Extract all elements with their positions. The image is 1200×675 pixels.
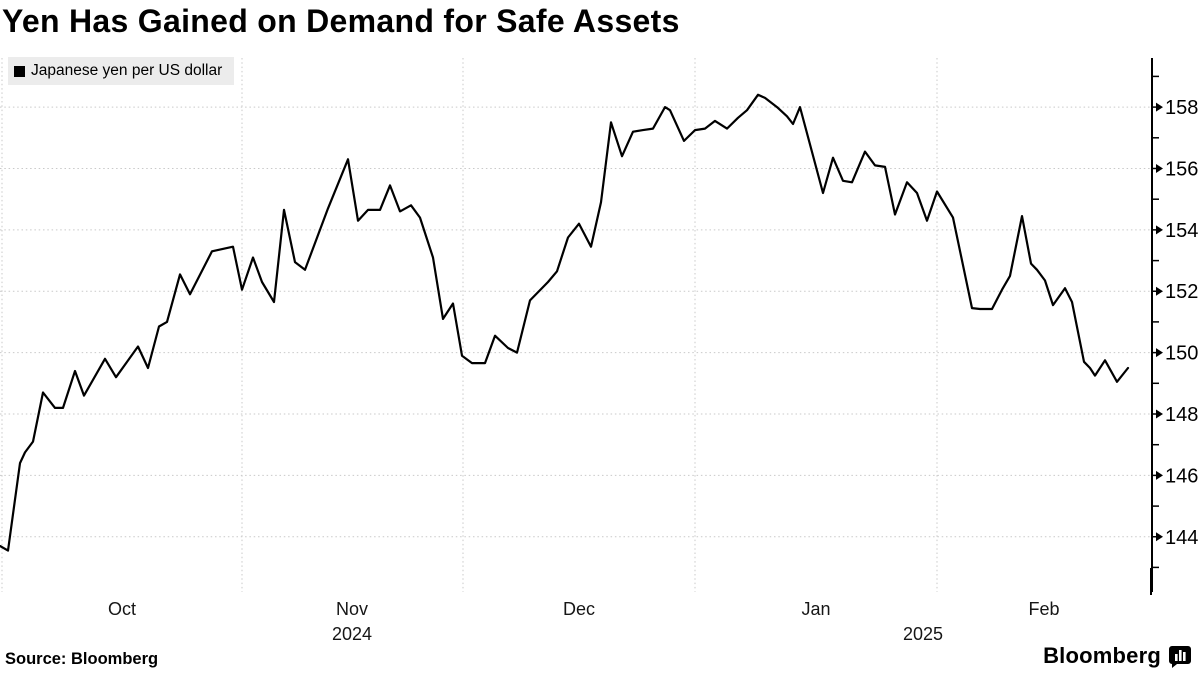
y-tick-label: 154 <box>1165 220 1198 242</box>
tick-arrow-icon <box>1156 348 1163 358</box>
bloomberg-logo-text: Bloomberg <box>1043 643 1161 668</box>
year-label: 2025 <box>903 624 943 644</box>
month-label: Dec <box>563 599 595 619</box>
source-note: Source: Bloomberg <box>5 650 159 668</box>
y-axis: 158 156 154 152 150 148 146 144 <box>1151 58 1198 592</box>
month-label: Nov <box>336 599 368 619</box>
tick-arrow-icon <box>1156 532 1163 542</box>
page-title: Yen Has Gained on Demand for Safe Assets <box>2 3 680 39</box>
gridlines <box>0 58 1152 592</box>
y-tick-label: 150 <box>1165 343 1198 365</box>
y-tick-label: 156 <box>1165 159 1198 181</box>
tick-arrow-icon <box>1156 225 1163 235</box>
series <box>0 93 1130 552</box>
tick-arrow-icon <box>1156 102 1163 112</box>
x-axis: Oct Nov Dec Jan Feb 2024 2025 <box>108 568 1152 644</box>
bloomberg-chart-bars-icon <box>1169 646 1191 668</box>
legend: Japanese yen per US dollar <box>8 57 235 85</box>
y-tick-label: 146 <box>1165 465 1198 487</box>
year-label: 2024 <box>332 624 372 644</box>
tick-arrow-icon <box>1156 470 1163 480</box>
month-label: Oct <box>108 599 136 619</box>
legend-label: Japanese yen per US dollar <box>31 62 223 79</box>
tick-arrow-icon <box>1156 164 1163 173</box>
y-tick-label: 158 <box>1165 97 1198 119</box>
month-label: Feb <box>1028 599 1059 619</box>
y-tick-label: 148 <box>1165 404 1198 426</box>
y-tick-label: 152 <box>1165 281 1198 303</box>
series-line <box>0 93 1130 552</box>
y-tick-label: 144 <box>1165 527 1198 549</box>
month-label: Jan <box>801 599 830 619</box>
legend-swatch-icon <box>14 65 25 77</box>
tick-arrow-icon <box>1156 409 1163 419</box>
tick-arrow-icon <box>1156 286 1163 296</box>
bloomberg-logo: Bloomberg <box>1043 643 1192 669</box>
